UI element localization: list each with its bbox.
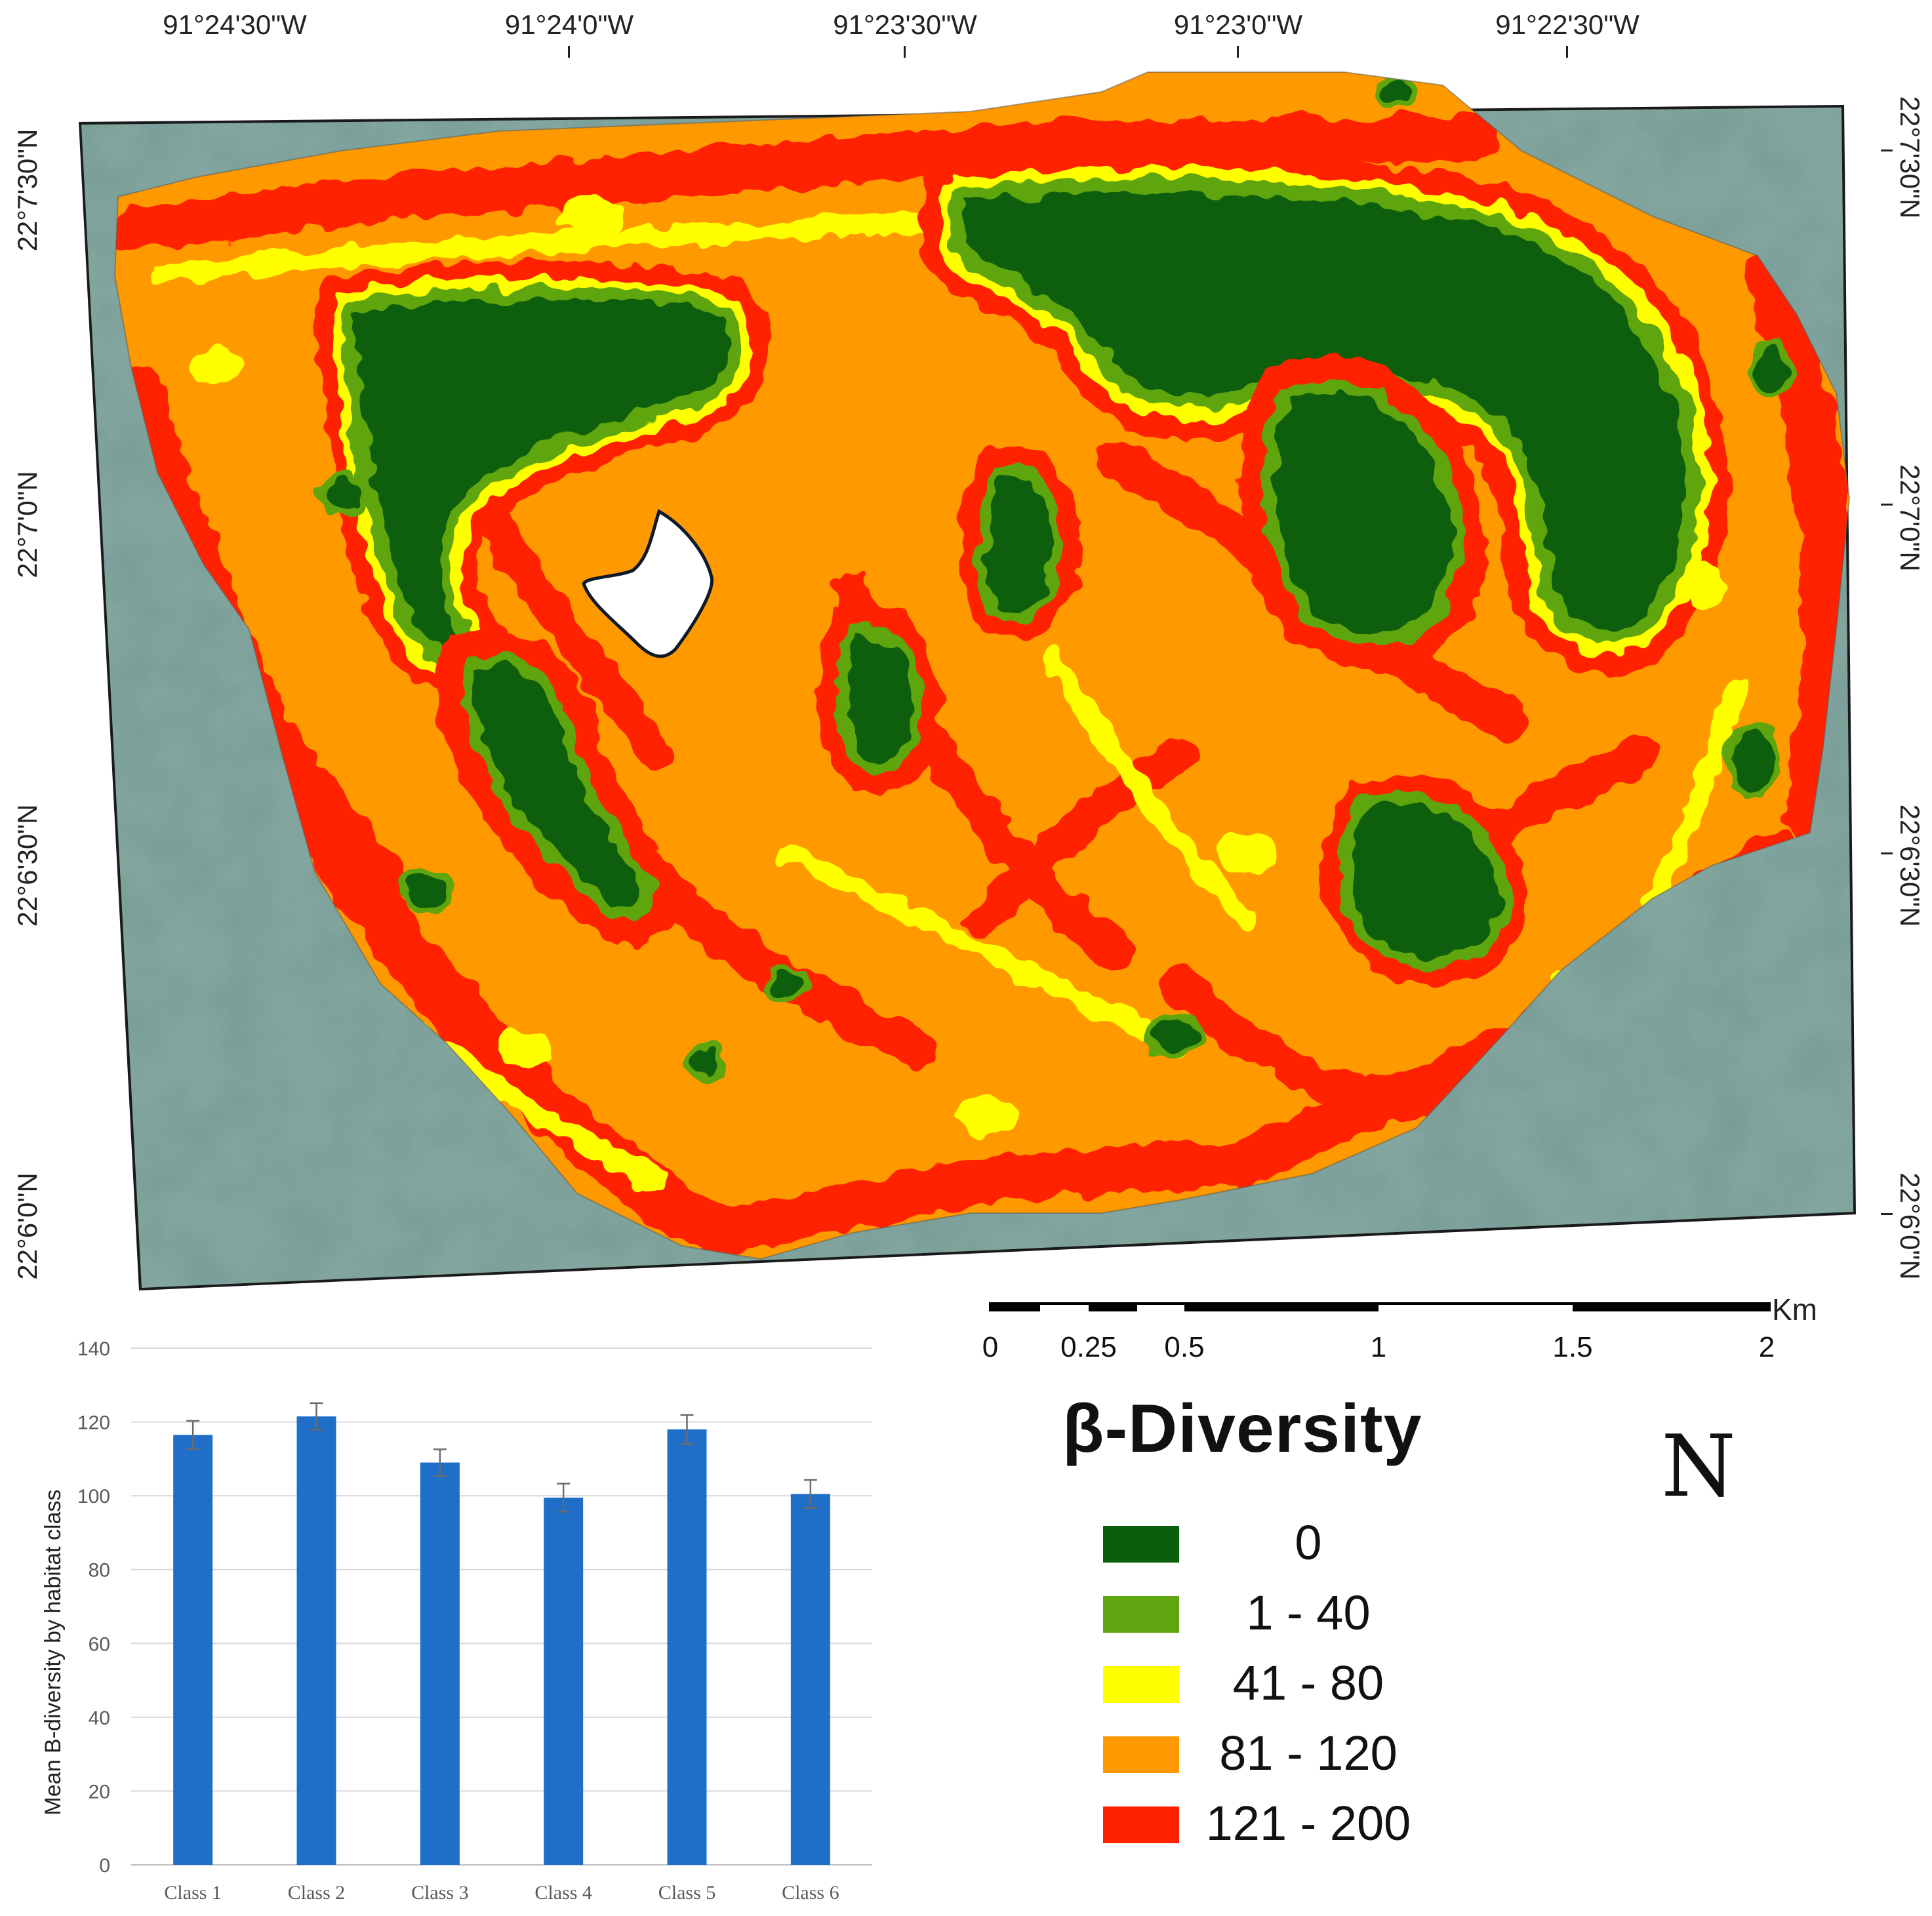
latitude-label: 22°7'0"N bbox=[1895, 464, 1925, 572]
latitude-label: 22°7'30"N bbox=[12, 129, 43, 252]
scale-bar bbox=[989, 1302, 1771, 1311]
legend-swatch bbox=[1103, 1806, 1179, 1843]
chart-bars bbox=[173, 1416, 830, 1865]
y-tick-label: 120 bbox=[77, 1412, 110, 1434]
y-tick-label: 20 bbox=[89, 1781, 110, 1803]
x-tick-label: Class 5 bbox=[658, 1882, 716, 1904]
error-bar bbox=[557, 1483, 571, 1513]
y-tick-label: 60 bbox=[89, 1633, 110, 1655]
latitude-label: 22°6'30"N bbox=[1895, 804, 1925, 927]
bar bbox=[544, 1497, 584, 1865]
x-tick-label: Class 3 bbox=[411, 1882, 469, 1904]
legend-label: 1 - 40 bbox=[1246, 1586, 1371, 1640]
scale-label: 1 bbox=[1370, 1331, 1387, 1363]
longitude-label: 91°22'30"W bbox=[1495, 9, 1640, 40]
latitude-label: 22°6'0"N bbox=[12, 1172, 43, 1280]
latitude-label: 22°6'30"N bbox=[12, 804, 43, 927]
scale-label: 2 bbox=[1758, 1331, 1775, 1363]
longitude-label: 91°24'0"W bbox=[504, 9, 634, 40]
latitude-label: 22°7'0"N bbox=[12, 471, 43, 578]
bar bbox=[173, 1435, 213, 1865]
x-tick-label: Class 1 bbox=[164, 1882, 222, 1904]
error-bar bbox=[433, 1448, 447, 1477]
bar bbox=[420, 1462, 460, 1865]
error-bar bbox=[310, 1402, 323, 1431]
error-bars bbox=[186, 1402, 817, 1513]
scale-unit: Km bbox=[1772, 1292, 1817, 1327]
x-tick-label: Class 6 bbox=[782, 1882, 839, 1904]
legend-label: 0 bbox=[1295, 1515, 1322, 1570]
longitude-label: 91°23'30"W bbox=[833, 9, 977, 40]
x-tick-label: Class 4 bbox=[534, 1882, 592, 1904]
latitude-label: 22°7'30"N bbox=[1895, 96, 1925, 219]
scale-label: 1.5 bbox=[1552, 1331, 1593, 1363]
scale-label: 0.25 bbox=[1060, 1331, 1117, 1363]
y-axis-label: Mean B-diversity by habitat class bbox=[41, 1490, 66, 1816]
y-tick-label: 40 bbox=[89, 1707, 110, 1729]
north-label: N bbox=[1661, 1416, 1736, 1516]
beta-diversity-map bbox=[79, 71, 1856, 1311]
y-tick-label: 0 bbox=[99, 1855, 110, 1877]
legend-label: 41 - 80 bbox=[1232, 1656, 1384, 1710]
legend-swatch bbox=[1103, 1736, 1179, 1773]
chart-grid bbox=[131, 1347, 872, 1866]
bar bbox=[296, 1416, 336, 1865]
inland-pond bbox=[582, 509, 714, 658]
legend-swatch bbox=[1103, 1596, 1179, 1633]
bar bbox=[790, 1494, 830, 1865]
error-bar bbox=[803, 1479, 817, 1509]
latitude-label: 22°6'0"N bbox=[1895, 1172, 1925, 1280]
error-bar bbox=[680, 1414, 694, 1445]
bar bbox=[667, 1429, 707, 1865]
x-tick-label: Class 2 bbox=[288, 1882, 346, 1904]
error-bar bbox=[186, 1420, 200, 1450]
legend-label: 121 - 200 bbox=[1205, 1796, 1411, 1850]
y-tick-label: 100 bbox=[77, 1486, 110, 1507]
longitude-label: 91°24'30"W bbox=[163, 9, 307, 40]
scale-label: 0.5 bbox=[1164, 1331, 1205, 1363]
scale-label: 0 bbox=[982, 1331, 999, 1363]
legend-title: β-Diversity bbox=[1062, 1391, 1422, 1467]
bar-chart: 0 20 40 60 80 100 120 140 Class 1 Class 2 Class 3… bbox=[41, 1338, 872, 1904]
y-tick-labels: 0 20 40 60 80 100 120 140 bbox=[77, 1338, 110, 1877]
legend-swatch bbox=[1103, 1526, 1179, 1563]
legend-label: 81 - 120 bbox=[1219, 1726, 1398, 1780]
y-tick-label: 80 bbox=[89, 1560, 110, 1582]
y-tick-label: 140 bbox=[77, 1338, 110, 1360]
longitude-label: 91°23'0"W bbox=[1173, 9, 1303, 40]
legend-swatch bbox=[1103, 1666, 1179, 1703]
x-tick-labels: Class 1 Class 2 Class 3 Class 4 Class 5 Class… bbox=[164, 1882, 839, 1904]
